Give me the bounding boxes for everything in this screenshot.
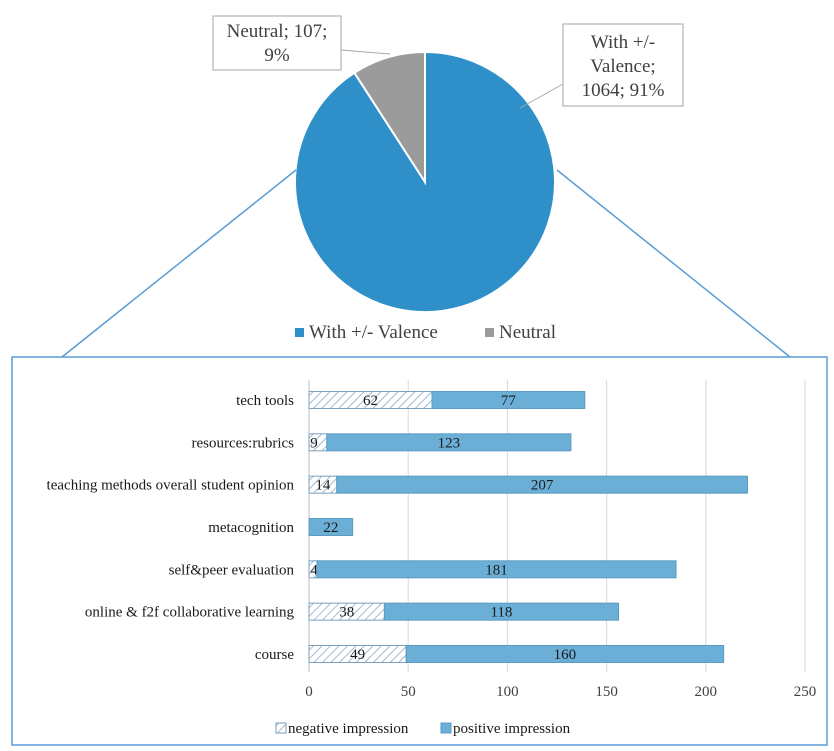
bar-positive: [326, 433, 572, 452]
connector-line-left: [61, 169, 297, 358]
data-label-positive: 181: [485, 562, 508, 578]
pie-data-label: Neutral; 107;: [227, 21, 328, 42]
pie-data-label: 9%: [264, 45, 290, 66]
category-label: resources:rubrics: [192, 435, 295, 451]
data-label-positive: 207: [531, 478, 554, 494]
data-label-box: [212, 15, 342, 71]
legend-label-negative: negative impression: [288, 721, 409, 737]
data-label-negative: 49: [350, 647, 365, 663]
bar-positive: [308, 517, 354, 536]
connector-line-right: [556, 169, 791, 358]
category-label: tech tools: [236, 393, 294, 409]
bar-positive: [431, 391, 586, 409]
bar-positive: [383, 602, 620, 621]
data-label-negative: 14: [315, 478, 331, 494]
data-label-positive: 22: [323, 520, 338, 536]
pie-data-label: Valence;: [590, 56, 655, 77]
x-tick-label: 200: [695, 684, 718, 700]
leader-line: [519, 83, 564, 109]
bar-positive: [405, 644, 725, 663]
pie-chart: With +/- Valence; 1064; 91% Neutral; 107; 9%…: [212, 15, 684, 343]
leader-line: [340, 49, 391, 55]
category-label: self&peer evaluation: [169, 562, 295, 578]
category-label: course: [255, 647, 294, 663]
category-label: online & f2f collaborative learning: [85, 605, 295, 621]
legend-swatch-positive: [440, 722, 452, 734]
bar-chart: 0 50 100 150 200 250 tech tools 62 77 resources:r…: [47, 380, 817, 737]
data-label-positive: 77: [501, 393, 517, 409]
pie-data-label: With +/-: [591, 32, 655, 53]
x-tick-label: 100: [496, 684, 519, 700]
legend-swatch: [485, 328, 494, 337]
data-label-negative: 4: [310, 562, 318, 578]
data-label-negative: 38: [339, 605, 354, 621]
legend-swatch: [295, 328, 304, 337]
category-label: metacognition: [208, 520, 294, 536]
data-label-positive: 118: [490, 605, 512, 621]
legend-label: Neutral: [499, 322, 556, 343]
bar-chart-frame: [11, 356, 828, 746]
bar-chart-border: [11, 356, 828, 746]
data-label-positive: 160: [554, 647, 577, 663]
x-tick-label: 250: [794, 684, 817, 700]
category-label: teaching methods overall student opinion: [47, 478, 295, 494]
pie-slice: [294, 50, 556, 313]
data-label-box: [562, 23, 684, 107]
data-label-negative: 9: [310, 435, 318, 451]
legend-swatch-negative: [275, 722, 287, 734]
legend-label: With +/- Valence: [309, 322, 438, 343]
x-tick-label: 150: [595, 684, 618, 700]
legend-label-positive: positive impression: [453, 721, 571, 737]
bar-positive: [316, 560, 677, 579]
x-tick-label: 50: [401, 684, 416, 700]
bar-positive: [336, 475, 748, 494]
x-tick-label: 0: [305, 684, 313, 700]
pie-data-label: 1064; 91%: [582, 80, 665, 101]
zoom-connectors: [61, 169, 791, 358]
data-label-positive: 123: [438, 435, 461, 451]
data-label-negative: 62: [363, 393, 378, 409]
pie-slice: [353, 50, 426, 186]
